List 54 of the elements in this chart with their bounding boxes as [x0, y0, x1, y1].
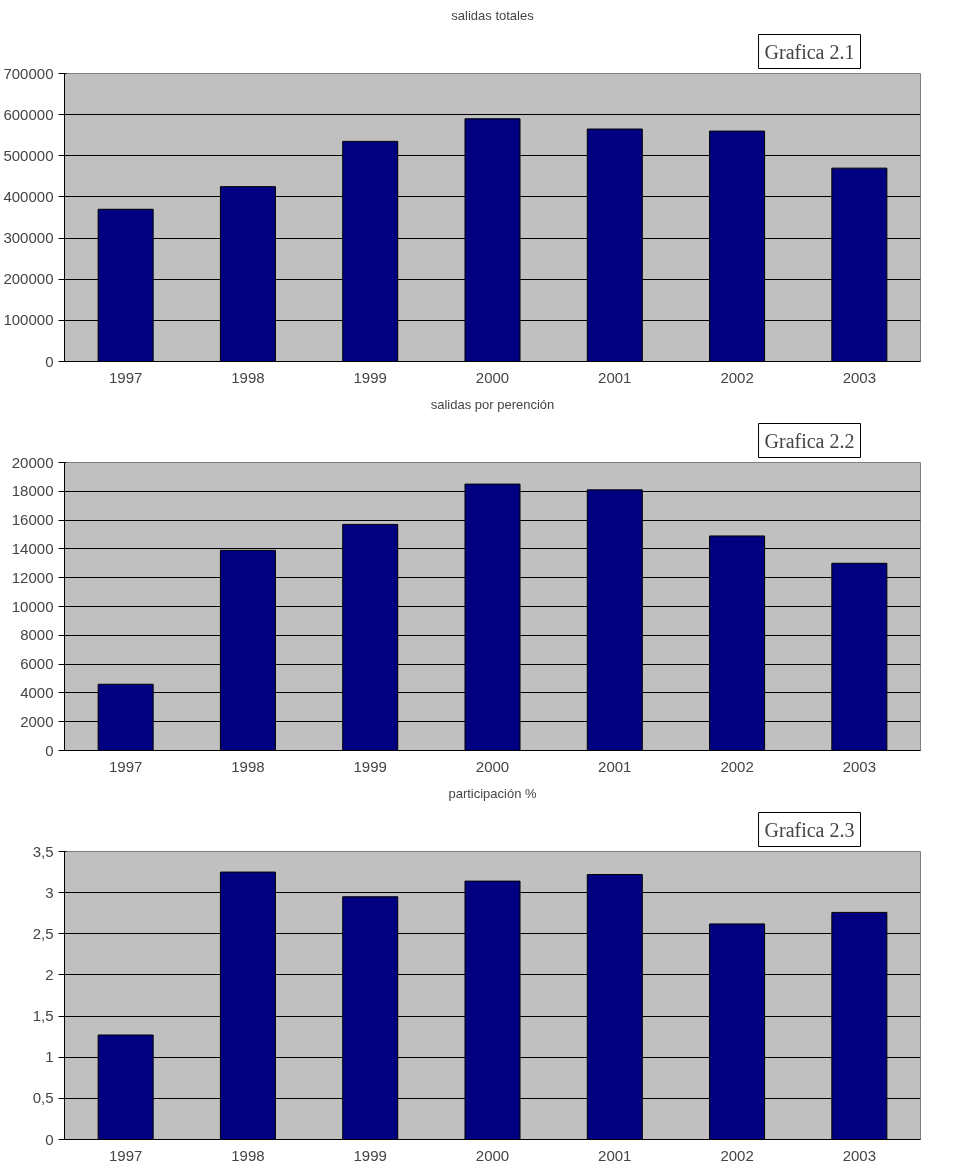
y-tick-label: 400000: [3, 187, 54, 205]
y-tick-label: 2000: [20, 712, 54, 730]
x-tick-label: 2001: [598, 368, 632, 386]
y-tick-label: 6000: [20, 655, 54, 673]
x-tick-label: 1997: [108, 1146, 143, 1164]
y-tick-label: 0: [45, 352, 54, 370]
x-tick-label: 1997: [108, 368, 143, 386]
y-tick-label: 16000: [11, 511, 54, 529]
y-tick-label: 3: [45, 883, 54, 901]
y-tick-label: 1: [45, 1048, 54, 1066]
y-tick-label: 600000: [3, 105, 54, 123]
y-tick-label: 4000: [20, 683, 54, 701]
y-tick-label: 300000: [3, 229, 54, 247]
y-tick-label: 2,5: [32, 924, 54, 942]
y-tick-label: 8000: [20, 626, 54, 644]
x-tick-label: 2002: [720, 1146, 754, 1164]
x-tick-label: 1999: [353, 368, 387, 386]
x-tick-label: 1998: [231, 757, 265, 775]
x-tick-label: 1998: [231, 1146, 265, 1164]
x-tick-label: 1997: [108, 757, 143, 775]
chart-title: salidas por perención: [430, 396, 555, 412]
y-tick-label: 0: [45, 741, 54, 759]
y-tick-label: 500000: [3, 146, 54, 164]
x-tick-label: 2003: [842, 368, 877, 386]
x-tick-label: 2001: [598, 757, 632, 775]
y-tick-label: 200000: [3, 270, 54, 288]
y-tick-label: 14000: [11, 539, 54, 557]
y-tick-label: 3,5: [32, 842, 54, 860]
x-tick-label: 2002: [720, 368, 754, 386]
y-tick-label: 2: [45, 965, 54, 983]
y-tick-label: 1,5: [32, 1007, 54, 1025]
y-tick-label: 0,5: [32, 1089, 54, 1107]
x-tick-label: 2000: [475, 1146, 510, 1164]
x-tick-label: 2000: [475, 757, 510, 775]
x-tick-label: 2000: [475, 368, 510, 386]
y-tick-label: 20000: [11, 453, 54, 471]
x-tick-label: 2002: [720, 757, 754, 775]
text: Grafica 2.3: [764, 818, 855, 841]
y-tick-label: 12000: [11, 568, 54, 586]
y-tick-label: 18000: [11, 482, 54, 500]
x-tick-label: 2003: [842, 1146, 877, 1164]
x-tick-label: 2001: [598, 1146, 632, 1164]
y-tick-label: 10000: [11, 597, 54, 615]
text: Grafica 2.1: [764, 40, 855, 63]
x-tick-label: 1999: [353, 1146, 387, 1164]
chart-title: participación %: [448, 785, 538, 801]
y-tick-label: 700000: [3, 64, 54, 82]
chart-title: salidas totales: [451, 7, 535, 23]
x-tick-label: 1998: [231, 368, 265, 386]
text: Grafica 2.2: [764, 429, 855, 452]
x-tick-label: 1999: [353, 757, 387, 775]
y-tick-label: 0: [45, 1130, 54, 1148]
y-tick-label: 100000: [3, 311, 54, 329]
x-tick-label: 2003: [842, 757, 877, 775]
